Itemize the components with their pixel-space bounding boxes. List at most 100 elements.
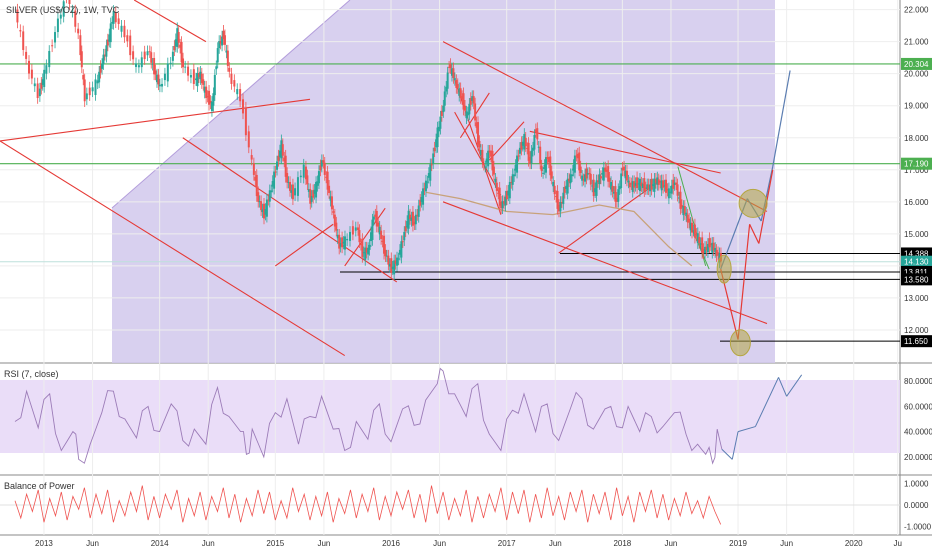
candle-body (398, 249, 401, 255)
candle-body (22, 31, 25, 50)
x-tick-label: 2018 (613, 539, 631, 548)
candle-body (630, 183, 633, 185)
candle-body (310, 195, 313, 202)
candle-body (270, 190, 273, 193)
candle-body (498, 187, 501, 206)
candle-body (680, 205, 683, 208)
candle-body (112, 10, 115, 24)
candle-body (455, 80, 458, 88)
candle-body (123, 25, 126, 38)
candle-body (440, 110, 443, 116)
candle-body (385, 255, 388, 257)
candle-body (691, 222, 694, 233)
candle-body (221, 36, 224, 46)
candle-body (601, 172, 604, 175)
candle-body (437, 126, 440, 132)
candle-body (242, 99, 245, 114)
candle-body (685, 212, 688, 217)
candle-body (702, 249, 705, 254)
candle-body (416, 214, 419, 216)
candle-body (155, 74, 158, 83)
candle-body (452, 68, 455, 79)
candle-body (396, 257, 399, 266)
candle-body (422, 188, 425, 205)
price-tick-label: 13.000 (904, 294, 929, 303)
candle-body (153, 57, 156, 75)
candle-body (244, 107, 247, 136)
bop-panel[interactable] (0, 476, 900, 532)
candle-body (333, 214, 336, 227)
x-tick-label: Jun (433, 539, 446, 548)
candle-body (94, 79, 97, 95)
candle-body (38, 88, 41, 97)
candle-body (696, 233, 699, 244)
candle-body (54, 32, 57, 43)
price-tick-label: 12.000 (904, 326, 929, 335)
candle-body (103, 54, 106, 56)
x-tick-label: Ju (893, 539, 901, 548)
candle-body (472, 96, 475, 104)
candle-body (25, 51, 28, 59)
candle-body (543, 164, 546, 169)
candle-body (316, 181, 319, 186)
price-tick-label: 16.000 (904, 198, 929, 207)
candle-body (109, 23, 112, 43)
candle-body (511, 174, 514, 185)
candle-body (602, 167, 605, 181)
candle-body (273, 171, 276, 189)
candle-body (423, 188, 426, 190)
candle-body (500, 201, 503, 209)
candle-body (346, 238, 349, 241)
candle-body (637, 183, 640, 185)
candle-body (605, 169, 608, 172)
candle-body (586, 172, 589, 175)
candle-body (516, 155, 519, 173)
y-axis: 22.000 21.000 20.000 19.000 18.000 17.000 16.0… (904, 6, 932, 532)
candle-body (271, 181, 274, 187)
price-tag-label: 17.190 (904, 160, 929, 169)
candle-body (387, 255, 390, 265)
candle-body (550, 171, 553, 179)
candle-body (627, 180, 630, 183)
trend-line (454, 111, 502, 196)
candle-body (258, 201, 261, 203)
candle-body (213, 74, 216, 96)
candle-body (573, 155, 576, 173)
price-tag-box (901, 255, 932, 268)
candle-body (208, 90, 211, 105)
candle-body (569, 174, 572, 184)
candle-body (537, 146, 540, 148)
candle-body (342, 241, 345, 244)
candle-body (132, 51, 135, 60)
rsi-tick-label: 60.0000 (904, 402, 932, 411)
candle-body (236, 89, 239, 95)
candle-body (698, 237, 701, 243)
trend-line (0, 98, 311, 142)
candle-body (19, 30, 22, 32)
candle-body (302, 164, 305, 178)
candle-body (585, 168, 588, 179)
candle-body (306, 175, 309, 185)
candle-body (105, 45, 108, 57)
candle-body (91, 87, 94, 92)
candle-body (507, 190, 510, 196)
candle-body (260, 201, 263, 211)
candle-body (647, 184, 650, 190)
candle-body (435, 139, 438, 148)
candle-body (547, 156, 550, 163)
candle-body (291, 184, 294, 200)
candle-body (247, 131, 250, 148)
candle-body (477, 122, 480, 145)
bop-path (14, 485, 722, 525)
candle-body (268, 190, 271, 202)
candle-body (166, 63, 169, 82)
candle-body (505, 190, 508, 200)
candle-body (556, 190, 559, 209)
price-tick-label: 20.000 (904, 70, 929, 79)
candle-body (526, 148, 529, 150)
candle-body (568, 178, 571, 182)
candle-body (88, 87, 91, 96)
candle-body (620, 173, 623, 189)
